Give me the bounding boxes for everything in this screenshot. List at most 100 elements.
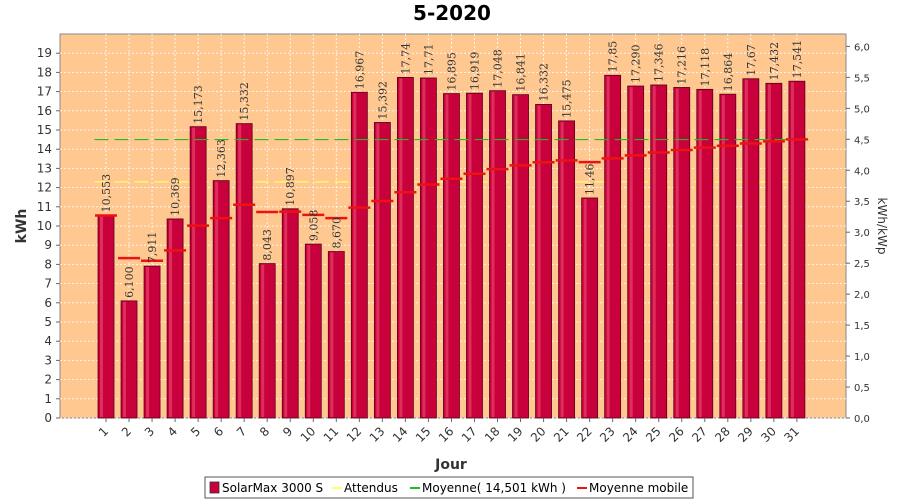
bar-highlight [790,82,794,417]
bar-value-label: 16,864 [722,53,735,92]
bar-highlight [238,124,242,417]
bar-value-label: 15,332 [238,82,251,121]
bar-highlight [399,78,403,417]
bar-value-label: 6,100 [123,266,136,298]
bar-highlight [192,127,196,417]
y2-tick-label: 6,0 [854,42,870,53]
y-tick-label: 8 [44,257,52,271]
y-tick-label: 13 [37,161,52,175]
bar-value-label: 15,392 [376,81,389,120]
bar-value-label: 17,118 [699,48,712,87]
bar-value-label: 17,048 [492,49,505,88]
y-tick-label: 11 [37,200,52,214]
bar-highlight [146,267,150,417]
bar-value-label: 17,67 [745,44,758,76]
bar-value-label: 10,553 [100,174,113,213]
y2-tick-label: 2,5 [854,259,870,270]
y-tick-label: 0 [44,411,52,425]
x-tick-label: 4 [165,424,180,439]
x-tick-label: 20 [528,424,549,445]
bar-highlight [100,216,103,417]
bar-highlight [353,93,357,418]
bar-highlight [422,78,426,417]
bar-value-label: 17,71 [422,43,435,75]
bar-highlight [652,85,656,418]
x-tick-label: 5 [188,424,203,439]
x-tick-label: 3 [142,424,157,439]
bar-value-label: 17,74 [399,43,412,75]
legend-entry: Moyenne( 14,501 kWh ) [422,481,566,495]
legend: SolarMax 3000 S Attendus Moyenne( 14,501 k… [204,476,694,499]
bar-value-label: 17,541 [791,40,804,79]
bar-value-label: 10,369 [169,177,182,216]
y2-tick-label: 4,5 [854,135,870,146]
bar-highlight [307,245,311,417]
x-tick-label: 23 [597,424,618,445]
bar-highlight [560,121,564,417]
y2-tick-label: 1,5 [854,321,870,332]
y2-tick-label: 3,5 [854,197,870,208]
bar-value-label: 17,432 [768,42,781,81]
y-tick-label: 5 [44,315,52,329]
bar-highlight [169,219,173,417]
x-tick-label: 22 [574,424,595,445]
y-tick-label: 3 [44,353,52,367]
legend-entry: Attendus [344,481,398,495]
y2-tick-label: 4,0 [854,166,870,177]
x-tick-label: 13 [367,424,388,445]
plot-area: 0123456789101112131415161718190,00,51,01… [37,33,870,445]
y-tick-label: 7 [44,277,52,291]
bar-highlight [606,76,610,417]
x-tick-label: 14 [390,424,411,445]
y2-axis-title: kWh/kWp [875,198,889,255]
bar-highlight [491,91,495,417]
y-tick-label: 16 [37,104,52,118]
bar-highlight [744,79,748,418]
y2-tick-label: 2,0 [854,290,870,301]
bar-highlight [215,181,219,417]
y2-tick-label: 0,0 [854,414,870,425]
y-tick-label: 18 [37,65,52,79]
bar-value-label: 17,290 [630,45,643,84]
bar-highlight [468,94,472,417]
x-tick-label: 31 [781,424,802,445]
bar-highlight [123,301,127,417]
x-tick-label: 8 [257,424,272,439]
bar-highlight [514,95,518,417]
bar-highlight [330,252,334,417]
chart-title: 5-2020 [413,1,491,25]
bar-highlight [537,105,541,417]
bar-value-label: 9,058 [307,210,320,242]
bar-value-label: 16,919 [468,52,481,90]
x-tick-label: 7 [234,424,249,439]
legend-entry: Moyenne mobile [589,481,688,495]
x-tick-label: 28 [712,424,733,445]
bar-highlight [721,95,725,418]
y-tick-label: 4 [44,334,52,348]
legend-box [204,476,694,499]
y-tick-label: 15 [37,123,52,137]
x-axis-title: Jour [434,457,467,473]
bar-value-label: 16,841 [515,53,528,92]
x-tick-label: 2 [119,424,134,439]
x-tick-label: 16 [436,424,457,445]
bar-value-label: 15,475 [561,79,574,118]
bar-highlight [767,84,771,417]
x-tick-label: 6 [211,424,226,439]
x-tick-label: 11 [321,424,342,445]
y-axis-title: kWh [14,209,30,244]
y2-tick-label: 3,0 [854,228,870,239]
bar-value-label: 16,332 [538,63,551,102]
bar-value-label: 8,670 [330,217,343,249]
x-tick-label: 19 [505,424,526,445]
bar-highlight [629,87,633,418]
bar-value-label: 17,216 [676,46,689,85]
bar-value-label: 15,173 [192,85,205,124]
x-tick-label: 27 [689,424,710,445]
bar-highlight [445,94,449,417]
x-tick-label: 15 [413,424,434,445]
bar-value-label: 17,346 [653,43,666,82]
bar-highlight [284,209,288,417]
x-tick-label: 9 [280,424,295,439]
bar-value-label: 10,897 [284,167,297,206]
